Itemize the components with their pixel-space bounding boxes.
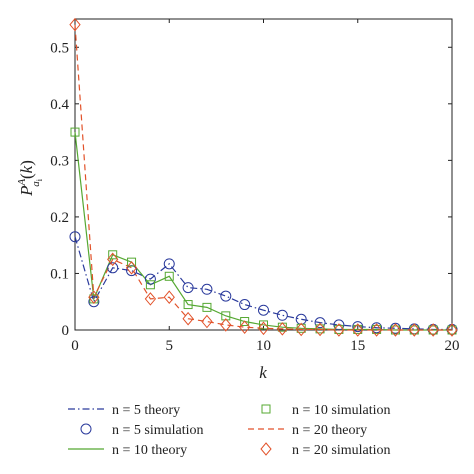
- series-line-4: [74, 24, 452, 331]
- data-point-1: [371, 322, 383, 334]
- data-point-5: [201, 314, 213, 329]
- data-point-5: [182, 311, 194, 326]
- y-tick-label: 0.5: [50, 40, 69, 56]
- legend-label: n = 5 simulation: [112, 423, 204, 438]
- y-tick-label: 0.2: [50, 210, 69, 226]
- data-point-3: [390, 325, 400, 335]
- legend-swatch: [261, 404, 271, 414]
- data-point-5: [69, 17, 81, 32]
- data-point-1: [333, 319, 345, 331]
- data-point-5: [427, 323, 439, 337]
- data-point-1: [239, 299, 251, 311]
- data-point-3: [428, 325, 438, 335]
- y-tick-label: 0: [62, 323, 70, 339]
- data-point-1: [276, 309, 288, 321]
- data-point-5: [238, 320, 251, 334]
- data-point-3: [164, 271, 174, 281]
- data-point-5: [163, 290, 175, 304]
- series-lines: [74, 24, 452, 331]
- legend-label: n = 10 theory: [112, 443, 187, 458]
- data-point-5: [88, 290, 100, 304]
- data-point-5: [408, 323, 420, 337]
- data-point-3: [127, 257, 137, 267]
- data-point-1: [314, 317, 326, 329]
- y-tick-label: 0.3: [50, 153, 69, 169]
- data-point-1: [126, 265, 138, 277]
- legend-item-5: n = 20 simulation: [260, 442, 391, 458]
- data-point-5: [125, 261, 138, 275]
- series-markers: [69, 17, 458, 337]
- legend-label: n = 10 simulation: [292, 403, 391, 418]
- y-tick-label: 0.1: [50, 266, 69, 282]
- data-point-3: [409, 325, 419, 335]
- y-tick-label: 0.4: [50, 97, 69, 113]
- legend: n = 5 theory n = 10 simulation n = 5 simul…: [68, 403, 391, 458]
- data-point-3: [259, 320, 268, 330]
- x-tick-label: 5: [166, 338, 174, 354]
- data-point-5: [370, 323, 383, 337]
- data-point-1: [182, 282, 194, 294]
- data-point-5: [389, 323, 402, 337]
- data-point-5: [257, 321, 270, 336]
- data-point-5: [276, 322, 289, 336]
- data-point-1: [258, 304, 269, 316]
- legend-label: n = 20 theory: [292, 423, 367, 438]
- data-point-1: [144, 273, 156, 285]
- series-line-0: [74, 236, 452, 331]
- data-point-5: [295, 322, 307, 337]
- y-axis-label: PA ai(k): [16, 160, 44, 197]
- data-point-3: [202, 302, 212, 312]
- x-tick-label: 15: [350, 338, 365, 354]
- data-point-1: [163, 258, 175, 270]
- plot-frame: [74, 18, 453, 331]
- legend-swatch: [260, 442, 272, 456]
- axis-ticks: 0 5 10 15 20 0 0.1 0.2 0.3 0.4 0.5: [50, 19, 460, 354]
- data-point-1: [201, 283, 213, 295]
- data-point-1: [88, 296, 100, 308]
- data-point-5: [446, 323, 458, 337]
- legend-label: n = 5 theory: [112, 403, 180, 418]
- data-point-3: [240, 317, 250, 327]
- legend-item-2: n = 10 theory: [68, 443, 187, 458]
- data-point-3: [70, 127, 80, 137]
- data-point-5: [333, 323, 345, 337]
- data-point-3: [108, 250, 118, 260]
- legend-item-1: n = 5 simulation: [80, 423, 204, 438]
- x-axis-label: k: [259, 363, 267, 382]
- data-point-3: [447, 325, 457, 335]
- data-point-1: [69, 231, 81, 243]
- x-tick-label: 0: [71, 338, 79, 354]
- data-point-5: [352, 323, 364, 337]
- data-point-1: [352, 321, 364, 333]
- x-tick-label: 20: [445, 338, 460, 354]
- data-point-3: [183, 300, 193, 310]
- data-point-5: [220, 318, 232, 332]
- legend-item-4: n = 20 theory: [248, 423, 367, 438]
- data-point-5: [144, 292, 157, 306]
- data-point-5: [107, 252, 119, 267]
- x-tick-label: 10: [256, 338, 271, 354]
- data-point-3: [145, 280, 155, 290]
- legend-swatch: [80, 423, 92, 435]
- legend-label: n = 20 simulation: [292, 443, 391, 458]
- data-point-3: [221, 311, 231, 321]
- series-line-2: [74, 132, 452, 331]
- data-point-1: [220, 290, 232, 302]
- legend-item-3: n = 10 simulation: [261, 403, 391, 418]
- data-point-1: [107, 262, 119, 274]
- legend-item-0: n = 5 theory: [68, 403, 180, 418]
- data-point-5: [314, 322, 326, 337]
